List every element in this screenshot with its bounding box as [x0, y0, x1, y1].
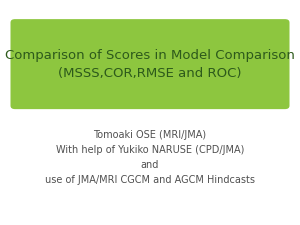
- Text: Tomoaki OSE (MRI/JMA)
With help of Yukiko NARUSE (CPD/JMA)
and
use of JMA/MRI CG: Tomoaki OSE (MRI/JMA) With help of Yukik…: [45, 130, 255, 185]
- Text: Comparison of Scores in Model Comparison
(MSSS,COR,RMSE and ROC): Comparison of Scores in Model Comparison…: [5, 49, 295, 80]
- FancyBboxPatch shape: [11, 19, 290, 109]
